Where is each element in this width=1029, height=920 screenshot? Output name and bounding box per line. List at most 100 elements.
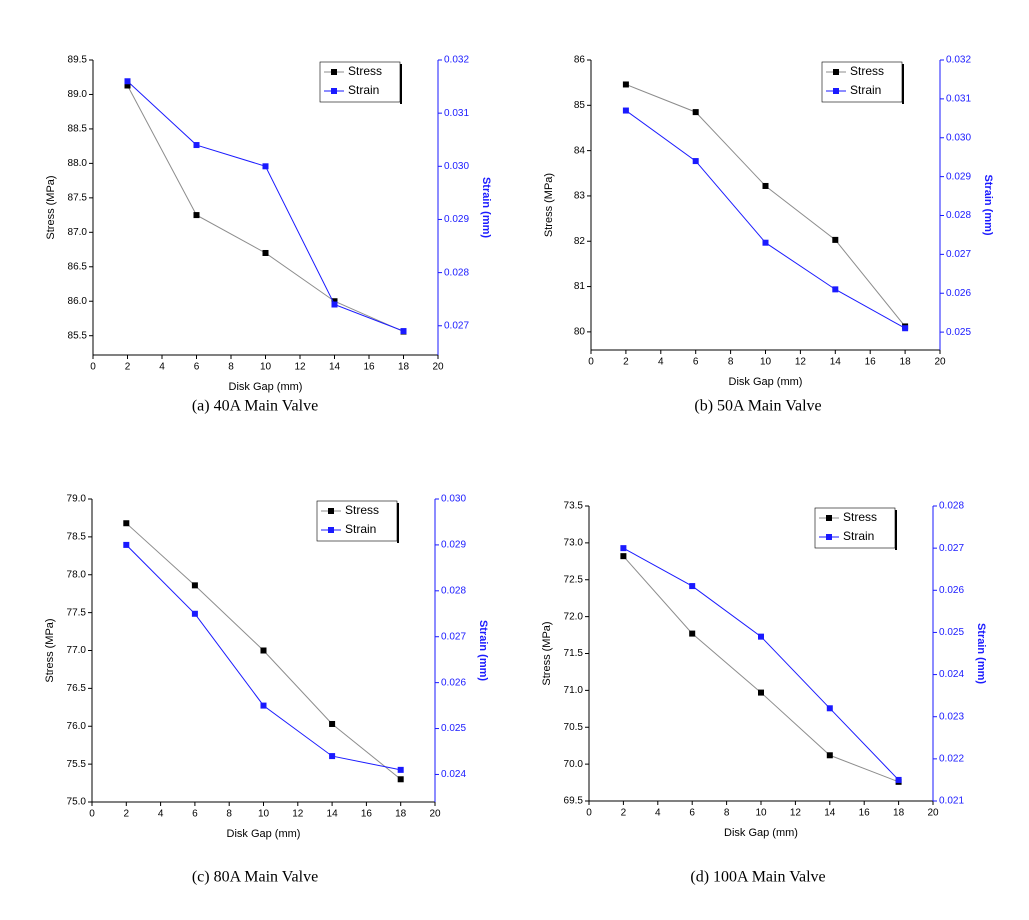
x-tick-label: 8 — [724, 808, 730, 819]
y2-tick-label: 0.031 — [946, 94, 971, 105]
x-tick-label: 16 — [859, 808, 871, 819]
y-tick-label: 75.0 — [67, 797, 87, 808]
data-point — [762, 239, 769, 246]
data-point — [762, 182, 769, 189]
series-line — [625, 84, 906, 327]
data-point — [895, 776, 902, 783]
y2-tick-label: 0.026 — [939, 585, 964, 596]
y2-tick-label: 0.032 — [444, 55, 469, 66]
y2-tick-label: 0.028 — [444, 267, 469, 278]
data-point — [622, 107, 629, 114]
x-tick-label: 12 — [790, 808, 802, 819]
data-point — [400, 328, 407, 335]
x-tick-label: 2 — [621, 808, 627, 819]
y-tick-label: 85 — [574, 100, 586, 111]
legend-label: Strain — [348, 83, 379, 97]
x-axis-label: Disk Gap (mm) — [227, 828, 301, 840]
y2-tick-label: 0.027 — [444, 320, 469, 331]
legend-label: Strain — [345, 522, 376, 536]
data-point — [329, 753, 336, 760]
x-tick-label: 2 — [623, 357, 629, 368]
legend-marker — [826, 515, 832, 521]
data-point — [260, 647, 267, 654]
x-tick-label: 14 — [329, 362, 341, 373]
series-line — [127, 80, 404, 332]
data-point — [902, 325, 909, 332]
y2-tick-label: 0.029 — [444, 214, 469, 225]
data-point — [689, 583, 696, 590]
data-point — [331, 298, 338, 305]
x-tick-label: 8 — [228, 362, 234, 373]
y-tick-label: 88.5 — [68, 124, 88, 135]
y2-tick-label: 0.026 — [441, 677, 466, 688]
data-point — [826, 752, 833, 759]
x-tick-label: 14 — [824, 808, 836, 819]
x-tick-label: 10 — [260, 362, 272, 373]
y-axis-label: Stress (MPa) — [543, 173, 555, 237]
x-tick-label: 20 — [429, 809, 441, 820]
y2-tick-label: 0.027 — [946, 249, 971, 260]
series-line — [623, 555, 899, 783]
y2-tick-label: 0.022 — [939, 753, 964, 764]
data-point — [193, 212, 200, 219]
x-tick-label: 8 — [728, 357, 734, 368]
x-tick-label: 4 — [655, 808, 661, 819]
y-tick-label: 69.5 — [564, 796, 584, 807]
data-point — [262, 249, 269, 256]
legend-marker — [826, 534, 832, 540]
data-point — [758, 689, 764, 696]
legend-label: Stress — [850, 64, 884, 78]
x-tick-label: 4 — [158, 809, 164, 820]
y-tick-label: 84 — [574, 145, 586, 156]
y2-tick-label: 0.028 — [946, 210, 971, 221]
x-tick-label: 20 — [934, 357, 946, 368]
x-axis-label: Disk Gap (mm) — [729, 376, 803, 388]
data-point — [124, 78, 131, 85]
data-point — [832, 236, 839, 243]
data-point — [758, 633, 764, 640]
data-point — [622, 81, 629, 88]
legend-label: Stress — [843, 510, 877, 524]
y-tick-label: 85.5 — [68, 330, 88, 341]
data-point — [193, 142, 200, 149]
legend-label: Stress — [348, 64, 382, 78]
y-tick-label: 71.0 — [564, 685, 584, 696]
x-tick-label: 10 — [258, 809, 270, 820]
data-point — [826, 705, 833, 712]
legend-box — [316, 500, 398, 542]
x-tick-label: 0 — [90, 362, 96, 373]
legend-label: Strain — [843, 529, 874, 543]
y-tick-label: 78.5 — [67, 532, 87, 543]
y2-tick-label: 0.031 — [444, 108, 469, 119]
y2-tick-label: 0.024 — [441, 769, 466, 780]
series-line — [127, 85, 404, 333]
y-tick-label: 76.0 — [67, 721, 87, 732]
caption: (c) 80A Main Valve — [192, 869, 318, 886]
x-tick-label: 6 — [693, 357, 699, 368]
y-tick-label: 79.0 — [67, 494, 87, 505]
y-tick-label: 83 — [574, 191, 586, 202]
x-tick-label: 2 — [124, 809, 130, 820]
x-tick-label: 20 — [927, 808, 939, 819]
y2-tick-label: 0.027 — [441, 631, 466, 642]
y-tick-label: 73.0 — [564, 538, 584, 549]
y2-tick-label: 0.026 — [946, 288, 971, 299]
y2-tick-label: 0.023 — [939, 711, 964, 722]
y2-tick-label: 0.027 — [939, 543, 964, 554]
x-axis-label: Disk Gap (mm) — [724, 827, 798, 839]
y2-tick-label: 0.030 — [946, 132, 971, 143]
x-tick-label: 18 — [398, 362, 410, 373]
y-tick-label: 87.5 — [68, 192, 88, 203]
data-point — [191, 610, 198, 617]
y-tick-label: 76.5 — [67, 683, 87, 694]
series-line — [623, 547, 899, 781]
series-line — [625, 110, 906, 329]
x-tick-label: 0 — [89, 809, 95, 820]
x-tick-label: 10 — [755, 808, 767, 819]
y-tick-label: 70.5 — [564, 722, 584, 733]
legend-marker — [833, 88, 839, 94]
data-point — [260, 702, 267, 709]
y2-axis-label: Strain (mm) — [477, 620, 489, 681]
y2-tick-label: 0.025 — [946, 327, 971, 338]
data-point — [692, 109, 699, 116]
